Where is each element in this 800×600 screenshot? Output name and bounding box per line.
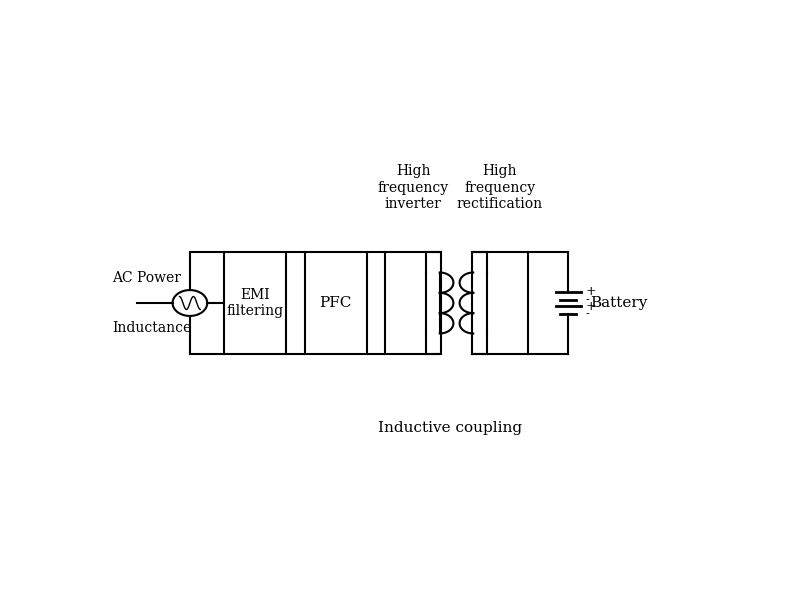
FancyBboxPatch shape (305, 252, 366, 354)
Text: +: + (586, 285, 596, 298)
Text: -: - (586, 310, 590, 319)
Text: Inductive coupling: Inductive coupling (378, 421, 522, 435)
FancyBboxPatch shape (224, 252, 286, 354)
Text: AC Power: AC Power (112, 271, 182, 284)
Text: High
frequency
inverter: High frequency inverter (378, 164, 449, 211)
Text: Battery: Battery (590, 296, 647, 310)
FancyBboxPatch shape (386, 252, 441, 354)
Text: +: + (586, 299, 596, 313)
Text: High
frequency
rectification: High frequency rectification (457, 164, 543, 211)
Text: Inductance: Inductance (112, 322, 192, 335)
Text: -: - (586, 295, 590, 305)
FancyBboxPatch shape (472, 252, 528, 354)
Text: EMI
filtering: EMI filtering (226, 288, 283, 318)
Text: PFC: PFC (319, 296, 352, 310)
